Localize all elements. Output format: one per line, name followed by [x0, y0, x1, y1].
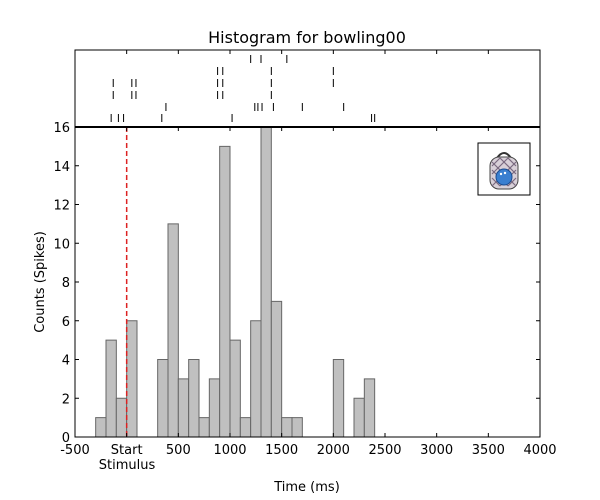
y-tick-label: 2	[62, 392, 70, 407]
x-tick-label: -500	[60, 443, 90, 458]
histogram-bar	[229, 339, 241, 438]
x-tick-label: 4000	[523, 443, 556, 458]
histogram-bar	[95, 417, 107, 438]
raster-panel	[110, 55, 376, 122]
x-tick-label: 3000	[420, 443, 453, 458]
histogram-bar	[291, 417, 303, 438]
histogram-bar	[198, 417, 210, 438]
histogram-bar	[332, 359, 345, 438]
histogram-bar	[239, 417, 252, 438]
histogram-bar	[105, 339, 117, 438]
histogram-bar	[260, 126, 272, 438]
histogram-bar	[177, 378, 190, 438]
bowling-bag-icon	[489, 152, 519, 190]
y-tick-label: 10	[53, 237, 70, 252]
histogram-bar	[115, 397, 128, 438]
chart-title: Histogram for bowling00	[208, 28, 406, 47]
x-tick-label: 2000	[317, 443, 350, 458]
y-tick-label: 16	[53, 121, 70, 136]
x-tick-label: 500	[166, 443, 191, 458]
histogram-bar	[353, 397, 365, 438]
histogram-bar	[281, 417, 293, 438]
y-tick-label: 14	[53, 160, 70, 175]
histogram-bar	[167, 223, 179, 438]
histogram-bar	[157, 359, 169, 438]
x-tick-label: 3500	[472, 443, 505, 458]
y-tick-label: 4	[62, 354, 70, 369]
histogram-bar	[188, 359, 200, 438]
legend-box	[477, 142, 531, 196]
plot-frame	[74, 126, 541, 438]
x-tick-label: Start	[111, 443, 143, 458]
histogram-bar	[270, 300, 283, 438]
histogram-bars	[95, 126, 376, 438]
histogram-bar	[126, 320, 138, 438]
histogram-bar	[208, 378, 221, 438]
y-axis-label: Counts (Spikes)	[33, 231, 48, 333]
x-tick-label: 2500	[368, 443, 401, 458]
x-tick-label: 1500	[265, 443, 298, 458]
raster-frame	[74, 49, 541, 128]
histogram-bar	[250, 320, 262, 438]
y-tick-label: 6	[62, 315, 70, 330]
axes	[74, 49, 541, 438]
y-tick-label: 12	[53, 199, 70, 214]
tick-labels: -500 Start 500 1000 1500 2000 2500 3000 3500 4000…	[53, 50, 557, 458]
y-tick-label: 8	[62, 276, 70, 291]
histogram-bar	[363, 378, 376, 438]
x-tick-label: 1000	[213, 443, 246, 458]
histogram-bar	[219, 145, 231, 438]
stimulus-label: Stimulus	[99, 458, 156, 473]
y-tick-label: 0	[62, 431, 70, 446]
x-axis-label: Time (ms)	[273, 480, 340, 495]
